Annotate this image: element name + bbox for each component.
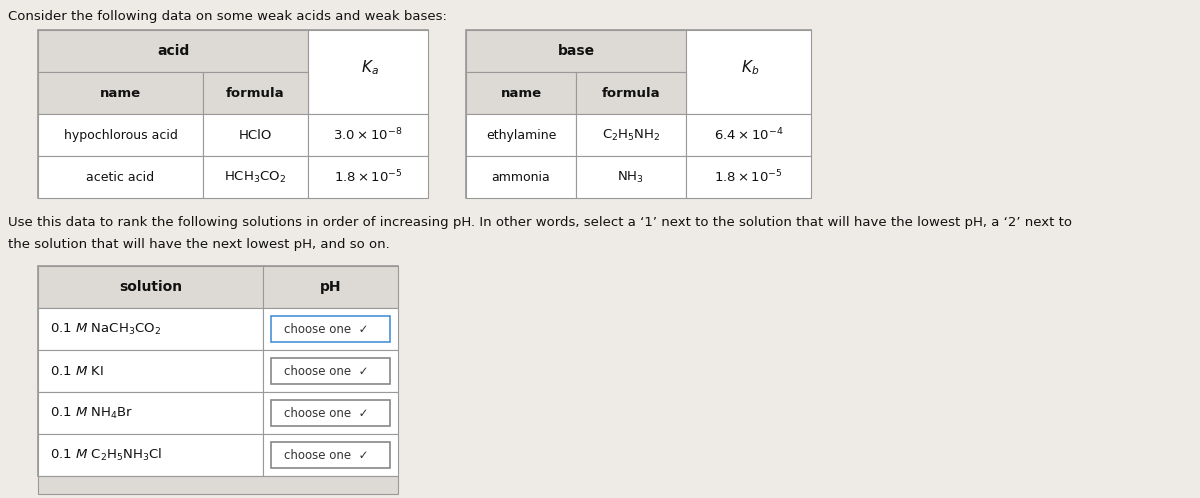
Text: $\mathrm{HCH_3CO_2}$: $\mathrm{HCH_3CO_2}$ (224, 169, 287, 185)
Text: 0.1 $M$ KI: 0.1 $M$ KI (50, 365, 104, 377)
Text: Use this data to rank the following solutions in order of increasing pH. In othe: Use this data to rank the following solu… (8, 216, 1072, 229)
Text: $K_a$: $K_a$ (361, 59, 379, 77)
Bar (576, 156, 686, 198)
Bar (38, 266, 398, 476)
Bar (271, 442, 390, 468)
Text: 0.1 $M$ NH$_4$Br: 0.1 $M$ NH$_4$Br (50, 405, 133, 420)
Bar (466, 156, 576, 198)
Bar (271, 358, 390, 384)
Text: choose one  ✓: choose one ✓ (284, 323, 368, 336)
Bar (38, 308, 263, 350)
Bar (38, 434, 263, 476)
Text: base: base (558, 44, 594, 58)
Bar (466, 72, 576, 114)
Text: $6.4\times10^{-4}$: $6.4\times10^{-4}$ (714, 126, 784, 143)
Text: acetic acid: acetic acid (86, 170, 155, 183)
Bar (38, 392, 263, 434)
Text: HClO: HClO (239, 128, 272, 141)
Bar (38, 72, 203, 114)
Text: acid: acid (157, 44, 190, 58)
Text: solution: solution (119, 280, 182, 294)
Bar (38, 156, 203, 198)
Bar (263, 434, 398, 476)
Text: ammonia: ammonia (492, 170, 551, 183)
Bar (203, 156, 308, 198)
Bar (263, 392, 398, 434)
Bar (686, 30, 811, 114)
Text: formula: formula (226, 87, 284, 100)
Bar (576, 114, 686, 156)
Bar (263, 350, 398, 392)
Bar (38, 266, 263, 308)
Text: choose one  ✓: choose one ✓ (284, 406, 368, 419)
Bar (38, 350, 263, 392)
Bar (263, 308, 398, 350)
Bar (203, 72, 308, 114)
Bar (308, 114, 428, 156)
Bar (466, 30, 811, 198)
Text: $1.8\times10^{-5}$: $1.8\times10^{-5}$ (714, 169, 782, 185)
Bar (466, 114, 576, 156)
Text: the solution that will have the next lowest pH, and so on.: the solution that will have the next low… (8, 238, 390, 251)
Text: $3.0\times10^{-8}$: $3.0\times10^{-8}$ (334, 126, 403, 143)
Text: choose one  ✓: choose one ✓ (284, 365, 368, 377)
Bar (38, 114, 203, 156)
Bar (263, 266, 398, 308)
Bar (271, 316, 390, 342)
Bar (686, 114, 811, 156)
Bar (308, 30, 428, 114)
Bar (686, 156, 811, 198)
Bar (466, 30, 686, 72)
Bar (38, 476, 398, 494)
Text: hypochlorous acid: hypochlorous acid (64, 128, 178, 141)
Text: $\mathrm{C_2H_5NH_2}$: $\mathrm{C_2H_5NH_2}$ (601, 127, 660, 142)
Bar (308, 156, 428, 198)
Text: name: name (500, 87, 541, 100)
Text: $\mathrm{NH_3}$: $\mathrm{NH_3}$ (618, 169, 644, 185)
Bar (576, 72, 686, 114)
Text: Consider the following data on some weak acids and weak bases:: Consider the following data on some weak… (8, 10, 446, 23)
Text: $1.8\times10^{-5}$: $1.8\times10^{-5}$ (334, 169, 402, 185)
Bar (203, 114, 308, 156)
Bar (271, 400, 390, 426)
Text: formula: formula (601, 87, 660, 100)
Text: $K_b$: $K_b$ (742, 59, 760, 77)
Text: name: name (100, 87, 142, 100)
Bar (38, 30, 428, 198)
Text: pH: pH (319, 280, 341, 294)
Bar (38, 30, 308, 72)
Text: choose one  ✓: choose one ✓ (284, 449, 368, 462)
Text: 0.1 $M$ C$_2$H$_5$NH$_3$Cl: 0.1 $M$ C$_2$H$_5$NH$_3$Cl (50, 447, 162, 463)
Text: ethylamine: ethylamine (486, 128, 556, 141)
Text: 0.1 $M$ NaCH$_3$CO$_2$: 0.1 $M$ NaCH$_3$CO$_2$ (50, 321, 161, 337)
